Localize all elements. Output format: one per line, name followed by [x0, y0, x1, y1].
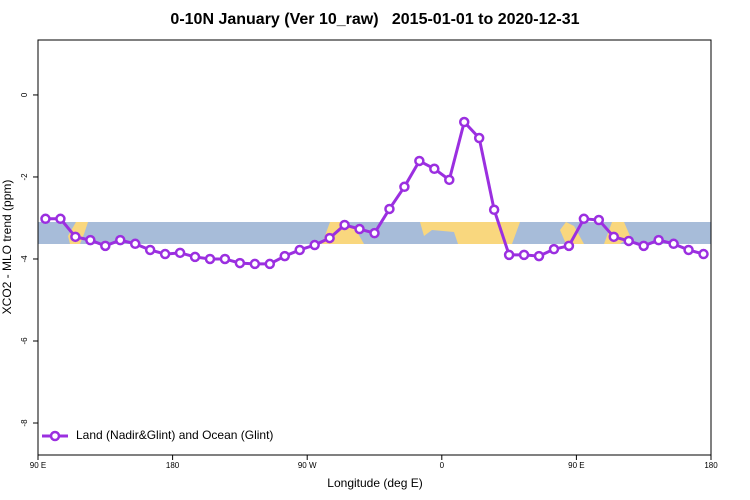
point [129, 238, 141, 250]
point [70, 231, 81, 243]
chart-title: 0-10N January (Ver 10_raw) 2015-01-01 to… [170, 11, 579, 28]
y-tick-label: 0 [20, 92, 29, 97]
point [444, 174, 455, 186]
x-tick-label: 90 W [298, 461, 317, 470]
point [668, 238, 679, 250]
x-tick-label: 90 E [30, 461, 46, 470]
x-tick-label: 180 [704, 461, 718, 470]
point [85, 234, 96, 246]
x-tick-label: 90 E [568, 461, 584, 470]
point [518, 249, 530, 261]
point [533, 250, 545, 262]
point [698, 248, 709, 260]
point [683, 244, 694, 256]
point [144, 244, 156, 256]
x-tick-label: 0 [440, 461, 445, 470]
point [279, 250, 291, 262]
point [174, 247, 186, 259]
point [189, 251, 201, 263]
x-tick-label: 180 [166, 461, 180, 470]
point [503, 249, 515, 261]
point [384, 203, 395, 215]
point [294, 244, 305, 256]
point [593, 214, 605, 226]
point [100, 240, 111, 252]
point [115, 234, 126, 246]
point [638, 240, 649, 252]
point [414, 155, 425, 167]
point [55, 213, 66, 225]
point [354, 223, 365, 235]
point [458, 116, 470, 128]
point [488, 204, 500, 216]
point [429, 163, 440, 175]
point [623, 235, 634, 247]
point [234, 257, 246, 269]
point [264, 258, 276, 270]
y-tick-label: -2 [20, 173, 29, 181]
point [309, 239, 320, 251]
point [369, 227, 380, 239]
point [563, 240, 575, 252]
point [653, 234, 664, 246]
y-tick-label: -6 [20, 337, 29, 345]
legend-label: Land (Nadir&Glint) and Ocean (Glint) [76, 428, 273, 442]
point [159, 248, 171, 260]
point [339, 219, 350, 231]
point [399, 181, 410, 193]
point [204, 253, 216, 265]
point [548, 243, 560, 255]
point [578, 213, 590, 225]
point [324, 232, 335, 244]
point [219, 253, 231, 265]
y-tick-label: -8 [20, 419, 29, 427]
point [473, 132, 485, 144]
point [40, 213, 51, 225]
plot-frame [37, 39, 712, 456]
y-axis-label: XCO2 - MLO trend (ppm) [0, 180, 14, 315]
y-tick-label: -4 [20, 255, 29, 263]
point [249, 258, 261, 270]
legend-marker [49, 430, 61, 442]
point [608, 231, 620, 243]
x-axis-label: Longitude (deg E) [327, 476, 422, 490]
